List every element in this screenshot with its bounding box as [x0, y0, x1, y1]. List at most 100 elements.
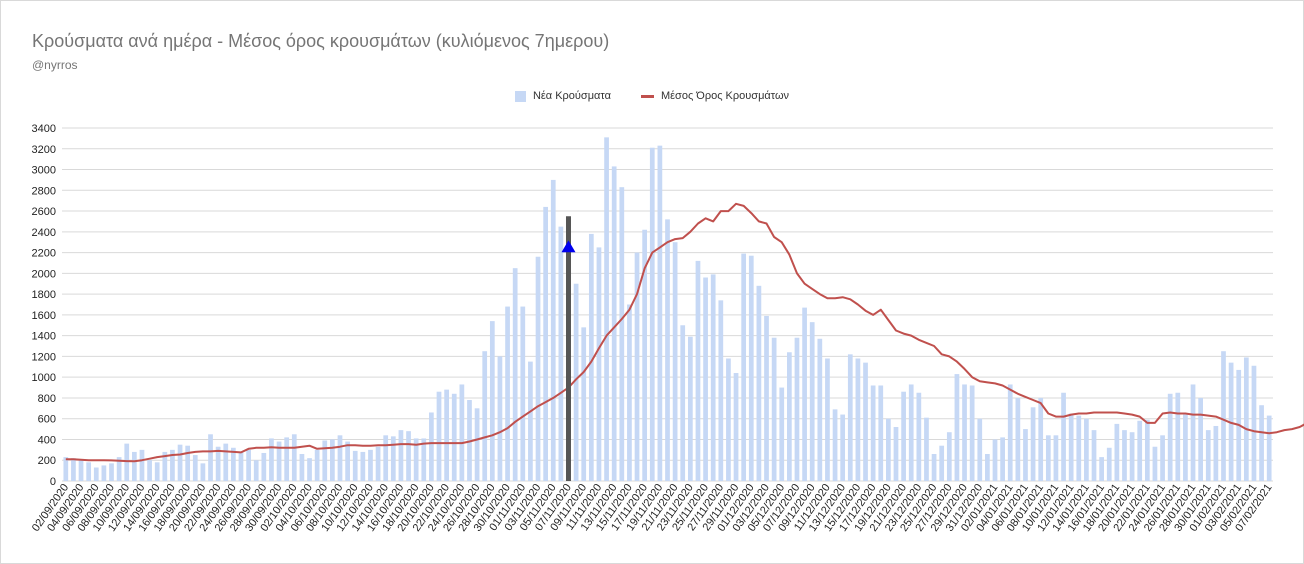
bar [124, 443, 130, 481]
y-tick-label: 600 [38, 414, 56, 426]
bar [1099, 457, 1104, 481]
bar [116, 457, 122, 481]
bar [558, 226, 564, 481]
bar [71, 458, 76, 481]
bar [269, 438, 274, 481]
bar [1175, 392, 1181, 481]
y-tick-label: 3200 [32, 144, 56, 156]
y-tick-label: 2000 [32, 268, 56, 280]
bar [1167, 393, 1173, 481]
y-tick-label: 2200 [32, 248, 56, 260]
y-tick-label: 1200 [32, 351, 56, 363]
bar [748, 255, 754, 481]
bar [444, 389, 449, 481]
bar [1007, 384, 1013, 481]
bar [421, 438, 427, 481]
bar [238, 451, 244, 481]
bar [192, 455, 198, 481]
bar [809, 322, 815, 481]
legend-label-line: Μέσος Όρος Κρουσμάτων [660, 90, 790, 102]
bar [1084, 418, 1089, 481]
y-tick-label: 1600 [32, 310, 56, 322]
bar [901, 391, 906, 481]
bar [299, 454, 305, 481]
bar [543, 206, 548, 481]
bar [322, 440, 328, 481]
bar [330, 439, 335, 481]
bar [1190, 384, 1196, 481]
bar [703, 277, 708, 481]
bar [383, 435, 389, 481]
bar [253, 460, 259, 481]
bar [619, 187, 625, 481]
bar [1129, 432, 1135, 481]
bar [360, 451, 366, 481]
bar [1091, 430, 1097, 481]
y-tick-label: 2600 [32, 206, 56, 218]
y-axis: 0 200 400 600 800 1000 1200 1400 1600 1800 2000 220… [32, 123, 56, 488]
bar [147, 460, 152, 481]
bar [1144, 419, 1150, 481]
bar [908, 384, 914, 481]
line-series [65, 202, 1304, 463]
bar [284, 437, 290, 481]
bar [573, 283, 579, 481]
bar [863, 362, 868, 481]
bar [931, 454, 937, 481]
bar [710, 274, 716, 481]
bar [436, 391, 442, 481]
y-tick-label: 3400 [32, 123, 56, 135]
bar [314, 449, 320, 481]
bar [352, 450, 358, 481]
bar [764, 315, 769, 481]
bar [215, 446, 221, 481]
bar [1106, 447, 1112, 481]
bar [1152, 446, 1158, 481]
bar [870, 385, 876, 481]
bar [261, 452, 267, 481]
bar [139, 449, 145, 481]
bar [588, 233, 594, 481]
legend-line-swatch [640, 94, 654, 98]
bar [1259, 405, 1264, 481]
bar [1251, 365, 1257, 481]
bar [1068, 413, 1074, 481]
bar [878, 385, 884, 481]
bar [93, 467, 99, 481]
bar [581, 327, 587, 481]
bar [787, 352, 792, 481]
y-tick-label: 2400 [32, 227, 56, 239]
marker-vertical-bar [565, 216, 571, 481]
bar [779, 387, 785, 481]
bars-series [63, 137, 1272, 482]
x-axis: 02/09/202004/09/202006/09/202008/09/2020… [30, 482, 1275, 534]
legend-bar-swatch [514, 90, 526, 102]
legend-item-bars[interactable]: Νέα Κρούσματα [514, 90, 611, 102]
bar [832, 409, 838, 481]
bar [969, 385, 975, 481]
legend-item-line[interactable]: Μέσος Όρος Κρουσμάτων [640, 90, 790, 102]
bar [535, 256, 541, 481]
bar [1053, 435, 1059, 481]
bar [1122, 430, 1127, 481]
bar [231, 447, 236, 481]
bar [505, 306, 510, 481]
bar [985, 454, 990, 481]
bar [78, 460, 84, 481]
chart-legend: Νέα Κρούσματα Μέσος Όρος Κρουσμάτων [0, 90, 1304, 102]
bar [726, 358, 731, 481]
bar [847, 354, 853, 481]
y-tick-label: 1800 [32, 289, 56, 301]
bar [1243, 357, 1249, 481]
bar [482, 351, 488, 481]
bar [185, 445, 191, 481]
bar [741, 253, 747, 481]
chart-title: Κρούσματα ανά ημέρα - Μέσος όρος κρουσμά… [32, 31, 610, 51]
bar [695, 260, 701, 481]
bar [398, 430, 404, 481]
bar [1160, 435, 1165, 481]
bar [154, 462, 160, 481]
bar [939, 445, 945, 481]
bar [276, 441, 282, 481]
annotation-markers [561, 216, 576, 481]
